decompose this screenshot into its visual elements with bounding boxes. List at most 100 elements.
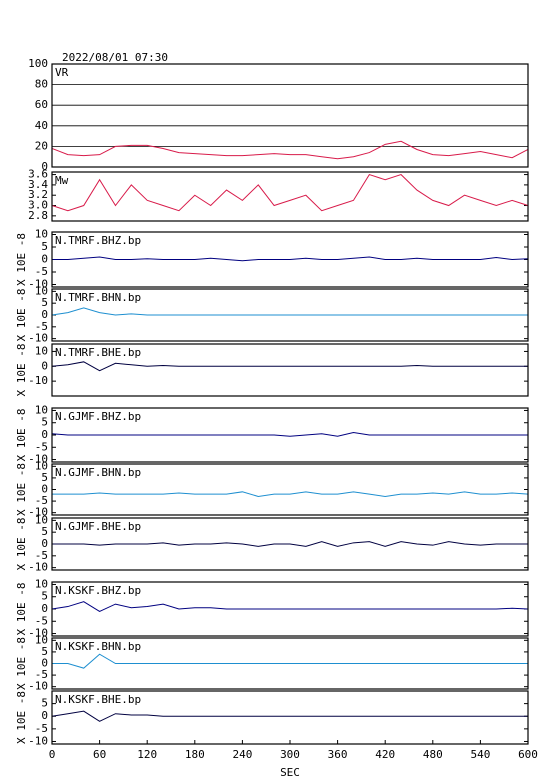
x-axis-label: SEC (280, 766, 300, 779)
y-tick-label: 10 (35, 513, 48, 526)
panel-frame (51, 288, 529, 342)
y-tick-label: 80 (35, 78, 48, 91)
y-tick-label: 0 (41, 253, 48, 266)
y-tick-label: 10 (35, 228, 48, 241)
y-tick-label: -10 (28, 278, 48, 291)
data-line (51, 173, 529, 212)
data-line (52, 256, 529, 262)
x-tick-label: 60 (93, 748, 106, 761)
panel-title: Mw (55, 174, 69, 187)
y-tick-label: 0 (41, 359, 48, 372)
y-tick-label: 10 (35, 459, 48, 472)
panel-title: N.GJMF.BHZ.bp (55, 410, 141, 423)
y-tick-label: -10 (28, 332, 48, 345)
data-line (51, 601, 529, 613)
y-tick-label: 5 (41, 296, 48, 309)
panel-title: N.KSKF.BHN.bp (55, 640, 141, 653)
y-axis-label: X 10E -8 (15, 463, 28, 516)
x-tick-label: 0 (49, 748, 56, 761)
data-line (51, 432, 528, 437)
y-tick-label: 0 (41, 160, 48, 173)
y-axis-label: X 10E -8 (15, 289, 28, 342)
y-tick-label: 0 (41, 308, 48, 321)
y-tick-label: 10 (35, 577, 48, 590)
data-line (51, 361, 528, 372)
y-tick-label: 0 (41, 537, 48, 550)
x-tick-label: 300 (280, 748, 300, 761)
y-axis-label: X 10E -8 (15, 583, 28, 636)
x-tick-label: 360 (328, 748, 348, 761)
y-tick-label: 5 (41, 240, 48, 253)
y-tick-label: 3.0 (28, 199, 48, 212)
y-tick-label: 5 (41, 697, 48, 710)
y-tick-label: 20 (35, 139, 48, 152)
data-line (52, 653, 528, 669)
panel-frame (51, 407, 529, 463)
y-axis-label: X 10E -8 (15, 518, 28, 571)
panel-title: N.TMRF.BHE.bp (55, 346, 141, 359)
panel-frame (51, 343, 529, 397)
y-tick-label: 10 (35, 633, 48, 646)
y-tick-label: -5 (35, 722, 48, 735)
y-tick-label: -5 (35, 668, 48, 681)
panel-title: VR (55, 66, 69, 79)
panel-frame (51, 63, 529, 168)
x-tick-label: 420 (375, 748, 395, 761)
y-tick-label: 0 (41, 709, 48, 722)
y-tick-label: 100 (28, 57, 48, 70)
panel-title: N.KSKF.BHE.bp (55, 693, 141, 706)
y-tick-label: 3.4 (28, 178, 48, 191)
y-tick-label: 0 (41, 602, 48, 615)
panel-frame (51, 231, 529, 288)
panel-title: N.KSKF.BHZ.bp (55, 584, 141, 597)
y-axis-label: X 10E -8 (15, 409, 28, 462)
y-tick-label: 10 (35, 403, 48, 416)
y-tick-label: -5 (35, 265, 48, 278)
panel-frame (51, 463, 529, 516)
panel-frame (51, 637, 529, 690)
panel-frame (51, 171, 529, 222)
x-tick-label: 180 (185, 748, 205, 761)
y-tick-label: 3.6 (28, 168, 48, 181)
x-tick-label: 240 (232, 748, 252, 761)
y-axis-label: X 10E -8 (15, 637, 28, 690)
y-tick-label: 3.2 (28, 188, 48, 201)
data-line (52, 491, 529, 497)
x-tick-label: 600 (518, 748, 538, 761)
y-tick-label: 5 (41, 645, 48, 658)
panel-title: N.TMRF.BHZ.bp (55, 234, 141, 247)
y-tick-label: -10 (28, 561, 48, 574)
y-tick-label: -10 (28, 680, 48, 693)
panel-title: N.GJMF.BHE.bp (55, 520, 141, 533)
panel-title: N.GJMF.BHN.bp (55, 466, 141, 479)
x-tick-label: 120 (137, 748, 157, 761)
y-tick-label: 40 (35, 119, 48, 132)
chart-title: 2022/08/01 07:30 (62, 51, 168, 64)
y-tick-label: -10 (28, 506, 48, 519)
y-tick-label: -5 (35, 614, 48, 627)
y-tick-label: -10 (28, 453, 48, 466)
y-tick-label: 60 (35, 98, 48, 111)
y-tick-label: 2.8 (28, 209, 48, 222)
data-line (51, 140, 529, 160)
data-line (51, 710, 528, 722)
y-tick-label: -5 (35, 494, 48, 507)
y-tick-label: 5 (41, 525, 48, 538)
data-line (52, 541, 528, 547)
panel-title: N.TMRF.BHN.bp (55, 291, 141, 304)
panel-frame (51, 517, 529, 571)
y-tick-label: -5 (35, 320, 48, 333)
y-tick-label: 0 (41, 428, 48, 441)
x-tick-label: 540 (470, 748, 490, 761)
y-tick-label: -10 (28, 374, 48, 387)
data-line (51, 307, 528, 316)
y-tick-label: 5 (41, 416, 48, 429)
y-axis-label: X 10E -8 (15, 344, 28, 397)
y-tick-label: 10 (35, 344, 48, 357)
y-axis-label: X 10E -8 (15, 691, 28, 744)
y-tick-label: -5 (35, 440, 48, 453)
panel-frame (51, 581, 529, 637)
y-tick-label: 10 (35, 284, 48, 297)
y-axis-label: X 10E -8 (15, 233, 28, 286)
